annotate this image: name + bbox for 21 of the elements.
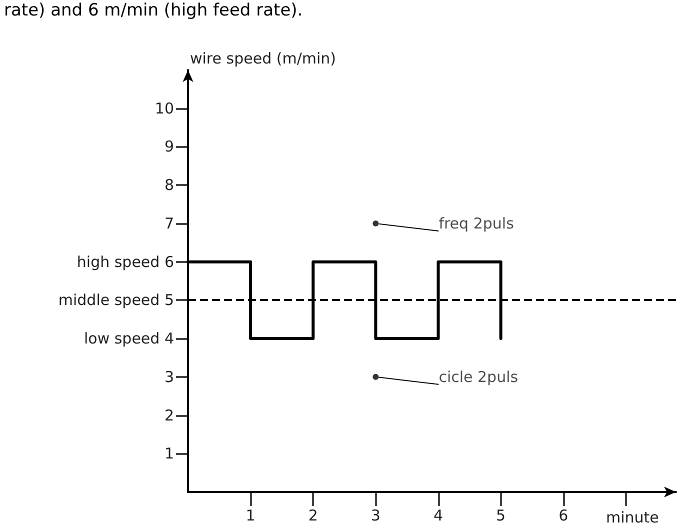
y-tick-label: low speed 4	[84, 330, 174, 348]
y-tick-label: 8	[164, 176, 174, 194]
y-tick-label: high speed 6	[76, 252, 174, 271]
y-tick-label: 10	[154, 99, 174, 118]
x-axis-title: minute	[606, 508, 659, 526]
y-tick-label: 7	[164, 214, 174, 232]
x-tick-label: 1	[246, 506, 256, 524]
y-tick-label: 9	[164, 138, 174, 156]
x-tick-label: 5	[496, 506, 506, 524]
x-tick-label: 2	[308, 506, 318, 524]
y-tick-label: middle speed 5	[58, 291, 174, 310]
annotation: cicle 2puls	[438, 368, 518, 386]
x-tick-label: 6	[558, 506, 568, 524]
annotation: freq 2puls	[438, 214, 514, 232]
x-tick-label: 4	[433, 506, 444, 524]
text: rate) and 6 m/min (high feed rate).	[4, 0, 303, 20]
y-tick-label: 2	[164, 406, 174, 424]
y-tick-label: 1	[164, 444, 174, 463]
y-axis-title: wire speed (m/min)	[190, 50, 336, 68]
x-tick-label: 3	[370, 506, 380, 524]
y-tick-label: 3	[164, 368, 174, 386]
